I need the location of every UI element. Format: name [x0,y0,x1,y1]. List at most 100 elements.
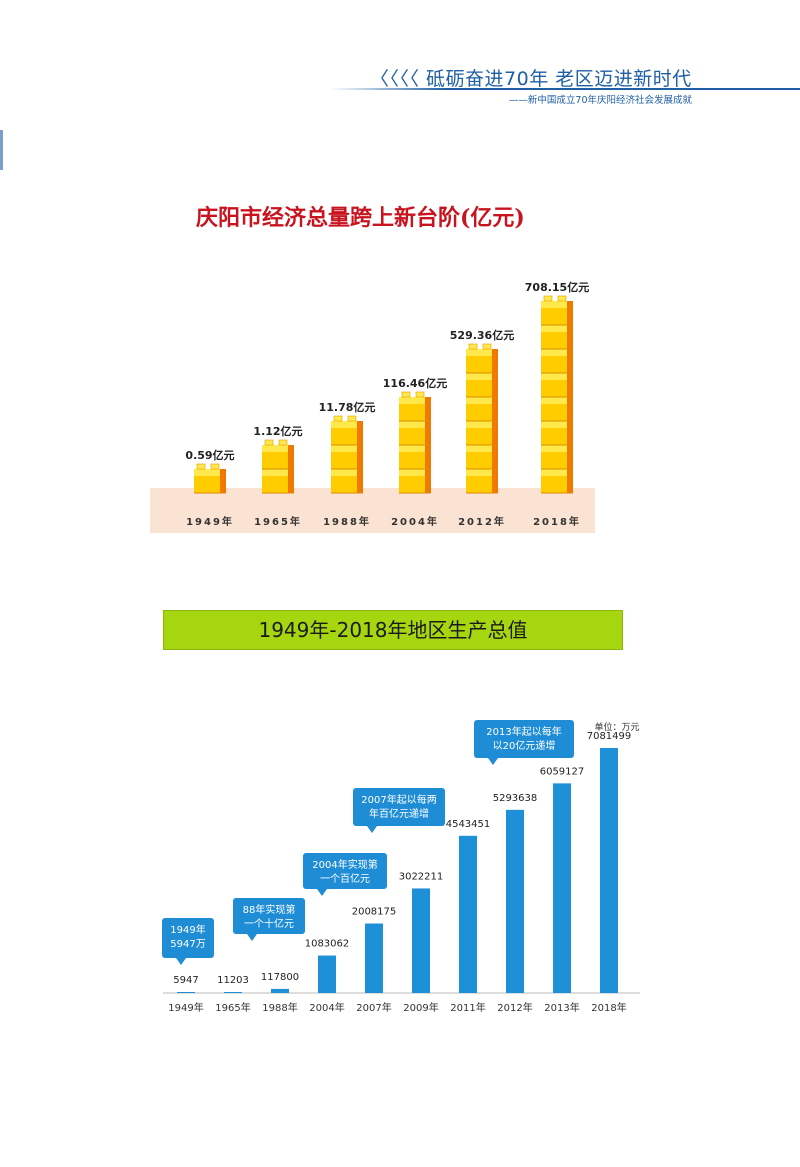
chart2-bar [271,988,289,993]
header-rule [330,88,800,90]
chart1-block-top [541,349,567,356]
chart1-block-stud [415,391,425,398]
chart1-block-side [492,397,498,421]
chart1-block-side [567,397,573,421]
chart2-callout-text: 一个十亿元 [244,917,294,930]
chart1-block-stud [278,439,288,446]
chart2-category-label: 2012年 [497,1001,532,1014]
chart1-block-side [357,469,363,493]
chart1-block-top [331,421,357,428]
chart2-callout-box [474,720,574,758]
chart2-callout-box [353,788,445,826]
chart1-block-side [425,421,431,445]
chart1-block-side [425,469,431,493]
chart2-data-label: 3022211 [399,871,444,882]
chart1-data-label: 708.15亿元 [525,280,589,294]
chart1-category-label: 2018年 [533,515,581,528]
chart1-block-side [567,469,573,493]
chart1-block-stud [543,295,553,302]
chart1-block-stud [557,295,567,302]
chart1-block-stud [196,463,206,470]
chart2-data-label: 1083062 [305,939,350,950]
chart1-block-top [466,397,492,404]
chart2-data-label: 5947 [173,975,198,986]
chart2-bar-chart: 5947 1949年 11203 1965年 117800 1988年 1083062 200… [162,720,640,1014]
header-subtitle: ——新中国成立70年庆阳经济社会发展成就 [508,95,692,106]
chart2-callout-text: 2004年实现第 [312,858,377,871]
chart1-block-stud [468,343,478,350]
chart1-data-label: 529.36亿元 [450,328,514,342]
chart2-category-label: 2013年 [544,1001,579,1014]
chart1-block-stud [264,439,274,446]
chart1-block-side [425,397,431,421]
chart1-block-top [541,421,567,428]
chart1-data-label: 11.78亿元 [319,400,376,414]
chart2-data-label: 2008175 [352,907,397,918]
chart2-category-label: 2011年 [450,1001,485,1014]
chart1-block-top [466,421,492,428]
chart1-block-side [220,469,226,493]
chart1-block-top [399,397,425,404]
chart2-callout-box [233,898,305,934]
chart2-category-label: 1988年 [262,1001,297,1014]
chart1-base-band [150,488,595,533]
chart1-block-top [541,373,567,380]
chart1-block-stud [333,415,343,422]
header-title: 〈〈〈〈 砥砺奋进70年 老区迈进新时代 [370,68,692,90]
chart1-block-side [567,301,573,325]
chart2-bar [459,835,477,993]
chart2-bar [224,992,242,993]
chart1-category-label: 2012年 [458,515,506,528]
chart1-block-top [399,421,425,428]
chart2-data-label: 6059127 [540,766,585,777]
chart2-category-label: 2007年 [356,1001,391,1014]
chart2-callout-pointer [488,758,498,765]
chart2-data-label: 117800 [261,972,299,983]
chart2-category-label: 1949年 [168,1001,203,1014]
chart1-data-label: 0.59亿元 [185,448,234,462]
chart1-block-top [541,301,567,308]
chart1-block-side [357,445,363,469]
chart1-block-top [194,469,220,476]
chart1-block-top [466,445,492,452]
chart2-data-label: 4543451 [446,819,491,830]
chart2-callout-pointer [176,958,186,965]
chart1-category-label: 1965年 [254,515,302,528]
chart1-block-stud [401,391,411,398]
chart1-block-top [262,445,288,452]
chart1-block-top [466,469,492,476]
chart2-callout-text: 2007年起以每两 [361,793,436,806]
chart1-block-stud [347,415,357,422]
chart1-block-side [288,469,294,493]
chart1-block-side [492,349,498,373]
chart1-block-side [492,421,498,445]
chart2-unit-label: 单位：万元 [594,721,639,733]
chart2-bar [506,809,524,993]
chart2-bar [553,783,571,993]
chart2-callout-text: 一个百亿元 [320,872,370,885]
chart1-block-side [567,421,573,445]
chart1-block-top [541,325,567,332]
chart2-bar [365,923,383,993]
chart2-callout-text: 1949年 [170,923,205,936]
chart2-bar [177,992,195,993]
chart2-category-label: 2018年 [591,1001,626,1014]
chart2-bar [412,888,430,993]
chart1-block-top [541,469,567,476]
chart2-data-label: 7081499 [587,731,632,742]
chart1-block-stud [210,463,220,470]
chart1-block-top [466,349,492,356]
chart1-block-top [399,469,425,476]
chart2-callout-pointer [247,934,257,941]
chart2-data-label: 5293638 [493,793,538,804]
chart1-block-top [331,445,357,452]
chart2-callout-pointer [367,826,377,833]
chart1-data-label: 116.46亿元 [383,376,447,390]
chart1-category-label: 1988年 [323,515,371,528]
chart2-category-label: 2004年 [309,1001,344,1014]
chart1-block-top [262,469,288,476]
chart2-callout-text: 年百亿元递增 [369,807,429,820]
